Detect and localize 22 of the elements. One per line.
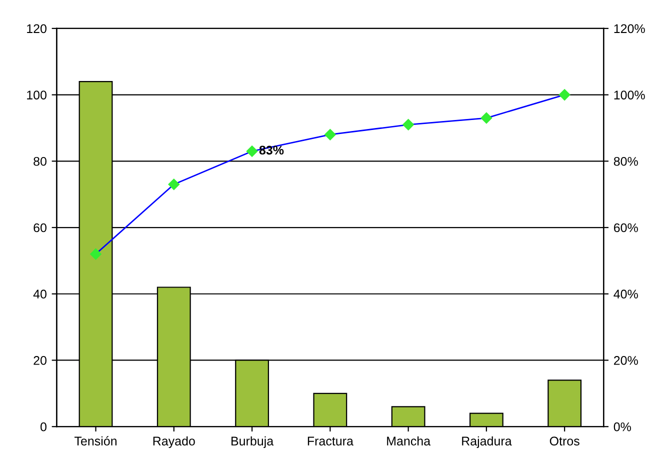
y-tick-label: 120	[27, 24, 46, 34]
x-tick-label: Otros	[550, 436, 580, 446]
y-tick-label: 40	[33, 290, 46, 299]
y-tick-label: 100	[27, 90, 46, 100]
y2-tick-label: 120%	[614, 24, 645, 34]
y-tick-label: 60	[34, 223, 46, 232]
y2-tick-label: 20%	[614, 356, 638, 365]
y-tick-label: 20	[34, 356, 46, 365]
x-tick-label: Rajadura	[462, 436, 512, 448]
y2-tick-label: 80%	[614, 156, 638, 166]
x-tick-label: Fractura	[308, 436, 354, 446]
x-tick-label: Rayado	[153, 436, 195, 448]
x-tick-label: Mancha	[387, 436, 431, 446]
y2-tick-label: 0%	[614, 422, 631, 432]
y2-tick-label: 40%	[614, 290, 638, 299]
y2-tick-label: 100%	[614, 90, 645, 100]
y-tick-label: 80	[34, 156, 46, 166]
y-tick-label: 0	[40, 422, 46, 432]
x-tick-label: Tensión	[74, 436, 116, 446]
y2-tick-label: 60%	[614, 223, 638, 232]
annotation: 83%	[259, 146, 284, 155]
x-tick-label: Burbuja	[232, 436, 274, 448]
